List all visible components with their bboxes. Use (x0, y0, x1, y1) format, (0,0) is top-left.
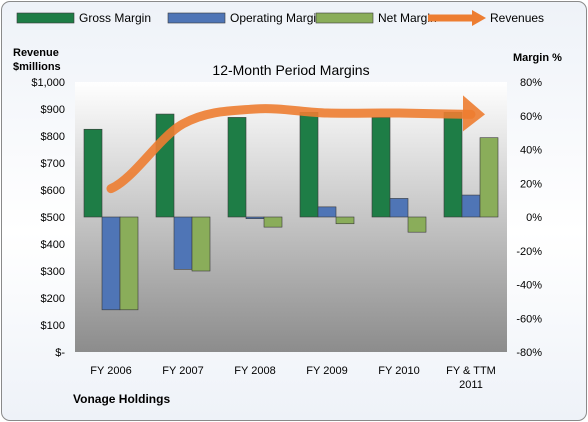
category-labels: FY 2006 FY 2007 FY 2008 FY 2009 FY 2010 FY & … (90, 365, 496, 391)
gross-margin-bar (83, 128, 103, 218)
company-caption: Vonage Holdings (73, 392, 170, 406)
operating-margin-bar (101, 216, 121, 311)
gross-margin-legend-label: Gross Margin (79, 11, 151, 25)
category-label: FY 2008 (234, 365, 275, 377)
category-label: 2011 (459, 379, 483, 391)
category-label: FY 2010 (378, 365, 419, 377)
right-tick-label: 60% (520, 111, 542, 123)
right-axis-ticks: -80% -60% -40% -20% 0% 20% 40% 60% 80% (516, 77, 542, 359)
net-margin-bar (479, 137, 499, 218)
operating-margin-legend-swatch (167, 12, 226, 24)
gross-margin-bar (443, 112, 463, 218)
gross-margin-bar (227, 117, 247, 218)
revenue-arrow-head (463, 95, 485, 132)
right-tick-label: -20% (516, 246, 542, 258)
left-axis-label-line-1: Revenue (13, 47, 59, 59)
operating-margin-bar (389, 198, 409, 218)
net-margin-legend-label: Net Margin (378, 11, 437, 25)
left-tick-label: $- (55, 347, 65, 359)
legend: Gross Margin Operating Margin Net Margin Re… (16, 10, 544, 26)
category-label: FY & TTM (446, 365, 496, 377)
left-axis-ticks: $- $100 $200 $300 $400 $500 $600 $700 $800 $900 $1… (31, 77, 65, 359)
operating-margin-bar (245, 216, 265, 219)
revenue-line-path (106, 104, 476, 194)
right-tick-label: -40% (516, 280, 542, 292)
revenues-legend-arrow (472, 10, 486, 26)
left-tick-label: $200 (41, 293, 65, 305)
net-margin-legend-swatch (315, 12, 374, 24)
left-tick-label: $1,000 (31, 77, 65, 89)
right-axis-label: Margin % (513, 52, 562, 64)
bar-series (83, 112, 499, 311)
gross-margin-legend-swatch (16, 12, 75, 24)
left-tick-label: $500 (41, 212, 65, 224)
right-tick-label: 40% (520, 145, 542, 157)
left-tick-label: $100 (41, 320, 65, 332)
right-tick-label: -60% (516, 313, 542, 325)
revenue-line (106, 95, 485, 194)
left-tick-label: $300 (41, 266, 65, 278)
left-tick-label: $400 (41, 239, 65, 251)
gross-margin-bar (371, 117, 391, 218)
net-margin-bar (263, 216, 283, 228)
left-tick-label: $600 (41, 185, 65, 197)
left-tick-label: $900 (41, 104, 65, 116)
left-tick-label: $700 (41, 158, 65, 170)
operating-margin-bar (461, 194, 481, 218)
net-margin-bar (119, 216, 139, 311)
operating-margin-bar (173, 216, 193, 270)
right-tick-label: 80% (520, 77, 542, 89)
category-label: FY 2009 (306, 365, 347, 377)
left-tick-label: $800 (41, 131, 65, 143)
category-label: FY 2006 (90, 365, 131, 377)
revenues-legend-label: Revenues (490, 11, 544, 25)
right-tick-label: 0% (526, 212, 542, 224)
plot-area (75, 82, 507, 352)
operating-margin-bar (317, 206, 337, 218)
category-label: FY 2007 (162, 365, 203, 377)
right-tick-label: 20% (520, 178, 542, 190)
operating-margin-legend-label: Operating Margin (230, 11, 323, 25)
right-tick-label: -80% (516, 347, 542, 359)
net-margin-bar (191, 216, 211, 272)
gross-margin-bar (299, 112, 319, 218)
chart-title: 12-Month Period Margins (212, 62, 369, 78)
net-margin-bar (335, 216, 355, 225)
net-margin-bar (407, 216, 427, 233)
left-axis-label-line-2: $millions (13, 61, 61, 73)
